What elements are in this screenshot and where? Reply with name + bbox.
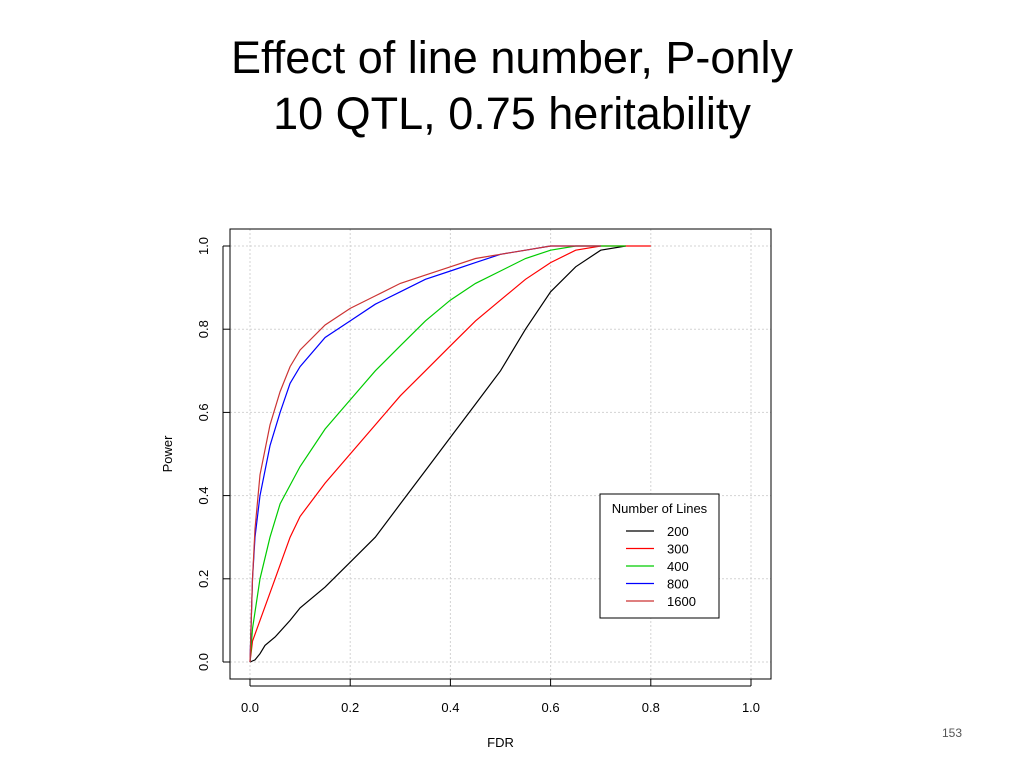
legend-label-1600: 1600	[667, 594, 696, 609]
legend-label-200: 200	[667, 524, 689, 539]
x-tick-label: 0.0	[241, 700, 259, 715]
slide-title: Effect of line number, P-only 10 QTL, 0.…	[0, 30, 1024, 142]
legend-label-400: 400	[667, 559, 689, 574]
legend-box	[599, 493, 720, 619]
legend-title: Number of Lines	[612, 501, 708, 516]
x-tick-label: 1.0	[742, 700, 760, 715]
slide-title-line2: 10 QTL, 0.75 heritability	[273, 88, 751, 139]
x-tick-label: 0.2	[341, 700, 359, 715]
plot-frame	[229, 228, 772, 680]
page-number: 153	[941, 726, 962, 740]
series-line-800	[249, 245, 601, 663]
y-tick-label: 0.4	[196, 487, 211, 505]
legend-label-800: 800	[667, 577, 689, 592]
y-tick-label: 0.6	[196, 403, 211, 421]
x-tick-label: 0.4	[441, 700, 459, 715]
legend-label-300: 300	[667, 542, 689, 557]
y-tick-label: 0.2	[196, 570, 211, 588]
series-line-400	[249, 245, 626, 663]
x-tick-label: 0.8	[642, 700, 660, 715]
slide-title-line1: Effect of line number, P-only	[231, 32, 793, 83]
x-tick-label: 0.6	[542, 700, 560, 715]
y-tick-label: 0.8	[196, 320, 211, 338]
y-axis-label: Power	[160, 435, 175, 473]
y-tick-label: 1.0	[196, 237, 211, 255]
y-tick-label: 0.0	[196, 653, 211, 671]
series-line-300	[249, 245, 651, 663]
series-line-200	[249, 245, 626, 663]
series-line-1600	[249, 245, 601, 663]
x-axis-label: FDR	[487, 735, 514, 750]
